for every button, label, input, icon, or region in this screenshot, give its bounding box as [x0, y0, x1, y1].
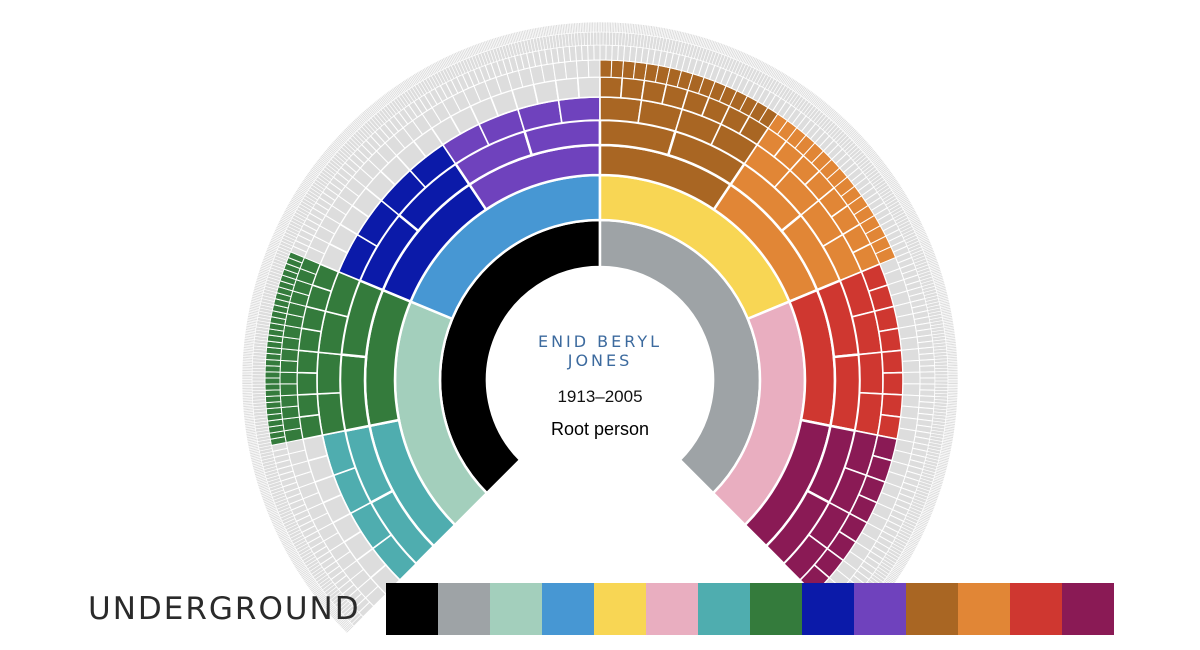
ancestor-cell-gen8-129[interactable]	[599, 44, 607, 61]
legend-swatch-6	[646, 583, 698, 635]
root-person-name: ENID BERYL JONES	[480, 332, 720, 370]
ancestor-cell-gen8-44[interactable]	[264, 371, 281, 379]
legend-swatch-13	[1010, 583, 1062, 635]
legend-swatch-3	[490, 583, 542, 635]
ancestor-cell-gen8-128[interactable]	[593, 44, 601, 61]
ancestor-cell-gen6-33[interactable]	[599, 76, 624, 99]
ancestor-cell-gen9-87[interactable]	[251, 374, 266, 379]
ancestor-cell-gen5-6[interactable]	[316, 351, 343, 395]
legend-swatch-10	[854, 583, 906, 635]
ancestor-cell-gen7-19[interactable]	[280, 405, 300, 420]
ancestor-cell-gen7-65[interactable]	[599, 59, 613, 78]
ancestor-cell-gen9-86[interactable]	[251, 377, 266, 382]
brand-wordmark: UNDERGROUND	[88, 591, 361, 627]
ancestor-cell-gen8-215[interactable]	[919, 383, 936, 391]
ancestor-cell-gen6-32[interactable]	[576, 76, 601, 99]
ancestor-cell-gen8-42[interactable]	[264, 383, 281, 391]
ancestor-cell-gen7-108[interactable]	[902, 383, 921, 397]
ancestor-cell-gen7-63[interactable]	[575, 59, 590, 79]
ancestor-cell-gen6-55[interactable]	[879, 393, 904, 418]
ancestor-cell-gen8-214[interactable]	[919, 377, 936, 385]
ancestor-cell-gen7-20[interactable]	[279, 394, 299, 409]
ancestor-cell-gen8-126[interactable]	[580, 44, 589, 62]
ancestor-cell-gen9-257[interactable]	[599, 31, 604, 46]
ancestor-cell-gen7-66[interactable]	[610, 59, 625, 79]
legend-swatch-5	[594, 583, 646, 635]
ancestor-cell-gen7-64[interactable]	[587, 59, 601, 78]
ancestor-cell-gen7-22[interactable]	[279, 371, 298, 385]
ancestor-cell-gen7-24[interactable]	[280, 348, 300, 362]
ancestor-cell-gen6-9[interactable]	[298, 413, 324, 441]
ancestor-cell-gen6-12[interactable]	[296, 349, 320, 374]
root-person-years: 1913–2005	[557, 387, 643, 406]
root-name-line2: JONES	[567, 351, 633, 370]
ancestor-cell-gen9-256[interactable]	[596, 31, 601, 46]
ancestor-cell-gen9-84[interactable]	[251, 383, 266, 388]
ancestor-cell-gen8-43[interactable]	[264, 377, 281, 385]
ancestor-cell-gen6-53[interactable]	[880, 349, 904, 374]
legend-swatch-9	[802, 583, 854, 635]
ancestor-cell-gen9-425[interactable]	[934, 371, 949, 376]
legend-swatch-2	[438, 583, 490, 635]
ancestor-cell-gen8-41[interactable]	[264, 389, 281, 397]
ancestor-cell-gen5-27[interactable]	[857, 351, 884, 395]
ancestor-cell-gen7-105[interactable]	[900, 348, 920, 362]
legend-swatch-4	[542, 583, 594, 635]
ancestor-cell-gen7-21[interactable]	[279, 383, 298, 397]
root-person-label: Root person	[550, 419, 650, 439]
ancestor-cell-gen8-127[interactable]	[587, 44, 595, 61]
ancestor-cell-gen7-106[interactable]	[901, 359, 921, 374]
ancestor-cell-gen5-17[interactable]	[599, 96, 643, 124]
ancestor-cell-gen4-14[interactable]	[829, 353, 862, 433]
ancestor-cell-gen6-54[interactable]	[881, 371, 904, 396]
ancestor-cell-gen9-85[interactable]	[251, 380, 266, 385]
ancestor-cell-gen6-10[interactable]	[296, 393, 321, 418]
ancestor-cell-gen6-31[interactable]	[554, 76, 581, 101]
ancestor-cell-gen6-34[interactable]	[619, 76, 646, 101]
ancestor-cell-gen4-3[interactable]	[338, 353, 371, 433]
legend-swatch-12	[958, 583, 1010, 635]
ancestor-cell-gen9-254[interactable]	[590, 31, 595, 46]
ancestor-cell-gen7-23[interactable]	[279, 359, 299, 374]
legend-swatch-1	[386, 583, 438, 635]
ancestor-cell-gen5-16[interactable]	[557, 96, 601, 124]
ancestor-cell-gen7-107[interactable]	[902, 371, 921, 385]
ancestor-cell-gen8-212[interactable]	[919, 365, 936, 373]
legend-swatch-14	[1062, 583, 1114, 635]
ancestor-cell-gen7-104[interactable]	[899, 336, 920, 351]
ancestor-cell-gen9-255[interactable]	[593, 31, 598, 46]
legend-swatch-7	[698, 583, 750, 635]
root-name-line1: ENID BERYL	[537, 332, 663, 351]
ancestor-cell-gen6-52[interactable]	[877, 327, 903, 354]
ancestor-cell-gen8-213[interactable]	[919, 371, 936, 379]
ancestor-cell-gen9-426[interactable]	[934, 374, 949, 379]
ancestor-cell-gen6-11[interactable]	[296, 371, 319, 396]
legend-swatch-11	[906, 583, 958, 635]
ancestor-cell-gen9-427[interactable]	[934, 377, 949, 382]
ancestor-cell-gen7-109[interactable]	[901, 394, 921, 409]
legend-swatch-8	[750, 583, 802, 635]
ancestor-cell-gen7-62[interactable]	[564, 60, 579, 80]
color-legend	[386, 583, 1114, 635]
ancestor-cell-gen9-428[interactable]	[934, 380, 949, 385]
